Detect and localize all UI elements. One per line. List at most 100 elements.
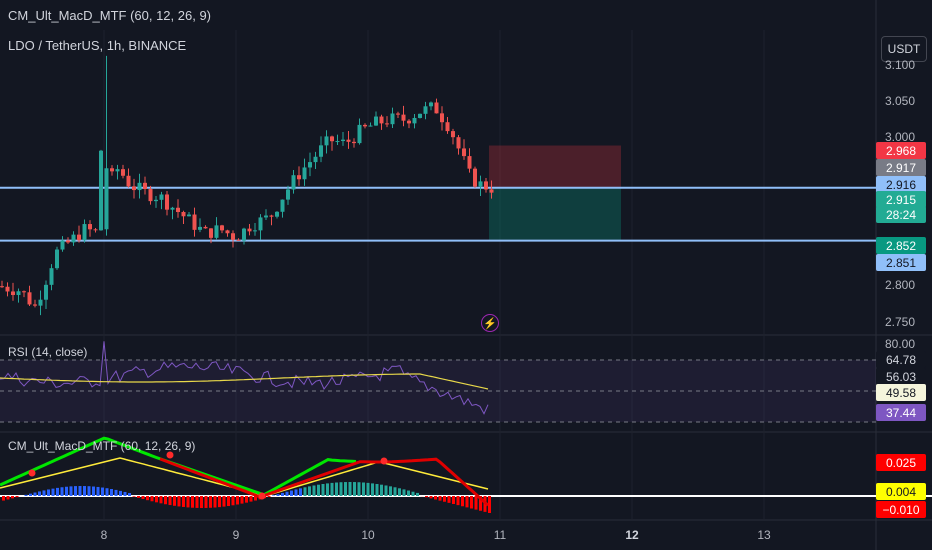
macd-histogram-bar bbox=[407, 490, 410, 496]
currency-button[interactable]: USDT bbox=[881, 36, 927, 62]
candle-body bbox=[280, 199, 285, 212]
candle-body bbox=[5, 286, 10, 292]
macd-histogram-bar bbox=[164, 496, 167, 505]
last-price-tag: 2.915 bbox=[876, 191, 926, 208]
macd-histogram-bar bbox=[83, 486, 86, 496]
macd-histogram-bar bbox=[398, 488, 401, 496]
candle-body bbox=[247, 228, 252, 232]
candle-body bbox=[467, 156, 472, 169]
candle-body bbox=[132, 186, 136, 191]
macd-histogram-bar bbox=[317, 484, 320, 496]
candle-body bbox=[462, 148, 466, 157]
candle-body bbox=[236, 239, 241, 241]
candle-body bbox=[209, 228, 213, 238]
candle-body bbox=[93, 229, 98, 231]
macd-histogram-bar bbox=[447, 496, 451, 503]
price-tick: 2.800 bbox=[885, 278, 916, 292]
lightning-icon[interactable]: ⚡ bbox=[481, 314, 499, 332]
macd-histogram-bar bbox=[182, 496, 185, 507]
time-label: 13 bbox=[757, 528, 771, 542]
candle-body bbox=[429, 102, 433, 107]
macd-histogram-bar bbox=[150, 496, 154, 502]
indicator-header[interactable]: CM_Ult_MacD_MTF (60, 12, 26, 9) bbox=[0, 0, 884, 30]
macd-histogram-bar bbox=[443, 496, 446, 502]
macd-histogram-bar bbox=[60, 487, 64, 496]
macd-histogram-bar bbox=[366, 482, 370, 496]
candle-body bbox=[99, 150, 103, 231]
macd-histogram-bar bbox=[33, 492, 37, 496]
candle-body bbox=[231, 233, 235, 240]
macd-histogram-bar bbox=[312, 485, 316, 496]
candle-body bbox=[335, 141, 340, 143]
price-tick: 3.000 bbox=[885, 130, 916, 144]
macd-histogram-bar bbox=[389, 486, 392, 496]
candle-body bbox=[390, 113, 395, 125]
macd-histogram-bar bbox=[146, 496, 149, 501]
macd-histogram-bar bbox=[470, 496, 473, 509]
macd-histogram-bar bbox=[92, 486, 95, 496]
macd-title[interactable]: CM_Ult_MacD_MTF (60, 12, 26, 9) bbox=[8, 439, 196, 453]
macd-line-rising bbox=[0, 436, 357, 497]
candle-body bbox=[407, 120, 411, 124]
macd-histogram-bar bbox=[51, 488, 55, 496]
candle-body bbox=[16, 291, 21, 296]
macd-histogram-bar bbox=[114, 489, 118, 496]
hline-price-tag: 2.851 bbox=[876, 254, 926, 271]
symbol-title[interactable]: LDO / TetherUS, 1h, BINANCE bbox=[8, 38, 187, 53]
target-zone bbox=[489, 187, 621, 240]
macd-histogram-bar bbox=[299, 488, 302, 496]
macd-histogram-bar bbox=[245, 496, 248, 503]
price-tick: 2.750 bbox=[885, 315, 916, 329]
rsi-title[interactable]: RSI (14, close) bbox=[8, 345, 88, 359]
candle-body bbox=[412, 117, 417, 124]
candle-body bbox=[159, 194, 164, 200]
candle-body bbox=[319, 145, 323, 157]
macd-histogram-bar bbox=[375, 483, 379, 496]
candle-body bbox=[264, 215, 268, 218]
macd-histogram-bar bbox=[240, 496, 244, 504]
candle-body bbox=[49, 268, 54, 285]
macd-histogram-bar bbox=[87, 486, 91, 496]
macd-histogram-bar bbox=[429, 496, 433, 499]
macd-cross-dot bbox=[380, 457, 388, 465]
macd-histogram-bar bbox=[96, 486, 100, 496]
candle-body bbox=[22, 291, 26, 293]
macd-signal-tag: 0.004 bbox=[876, 483, 926, 500]
candle-body bbox=[192, 214, 197, 230]
candle-body bbox=[385, 123, 389, 125]
macd-histogram-bar bbox=[456, 496, 460, 506]
candle-body bbox=[324, 136, 329, 146]
macd-histogram-bar bbox=[42, 490, 46, 496]
candle-body bbox=[423, 106, 428, 114]
rsi-tick: 80.00 bbox=[885, 337, 916, 351]
time-label: 9 bbox=[232, 528, 240, 542]
macd-histogram-bar bbox=[249, 496, 253, 502]
macd-histogram-bar bbox=[321, 483, 325, 496]
candle-body bbox=[484, 181, 488, 190]
time-label: 10 bbox=[361, 528, 375, 542]
candle-body bbox=[473, 168, 477, 187]
macd-histogram-bar bbox=[11, 496, 14, 499]
candle-body bbox=[352, 141, 356, 144]
candle-body bbox=[478, 181, 483, 187]
candle-body bbox=[71, 234, 76, 243]
macd-histogram-bar bbox=[290, 490, 293, 496]
macd-histogram-bar bbox=[330, 482, 334, 496]
candle-body bbox=[148, 189, 153, 202]
macd-histogram-bar bbox=[357, 482, 361, 496]
macd-histogram-bar bbox=[434, 496, 437, 500]
candle-body bbox=[165, 194, 169, 210]
candle-body bbox=[451, 131, 455, 138]
macd-histogram-bar bbox=[308, 486, 311, 496]
macd-histogram-bar bbox=[195, 496, 199, 508]
macd-histogram-bar bbox=[204, 496, 208, 508]
macd-histogram-bar bbox=[47, 489, 50, 496]
candle-body bbox=[313, 156, 318, 163]
macd-histogram-bar bbox=[384, 485, 388, 496]
candle-body bbox=[258, 217, 263, 231]
macd-histogram-bar bbox=[236, 496, 239, 505]
macd-histogram-bar bbox=[132, 496, 136, 497]
time-label: 8 bbox=[100, 528, 108, 542]
candle-body bbox=[330, 136, 334, 142]
